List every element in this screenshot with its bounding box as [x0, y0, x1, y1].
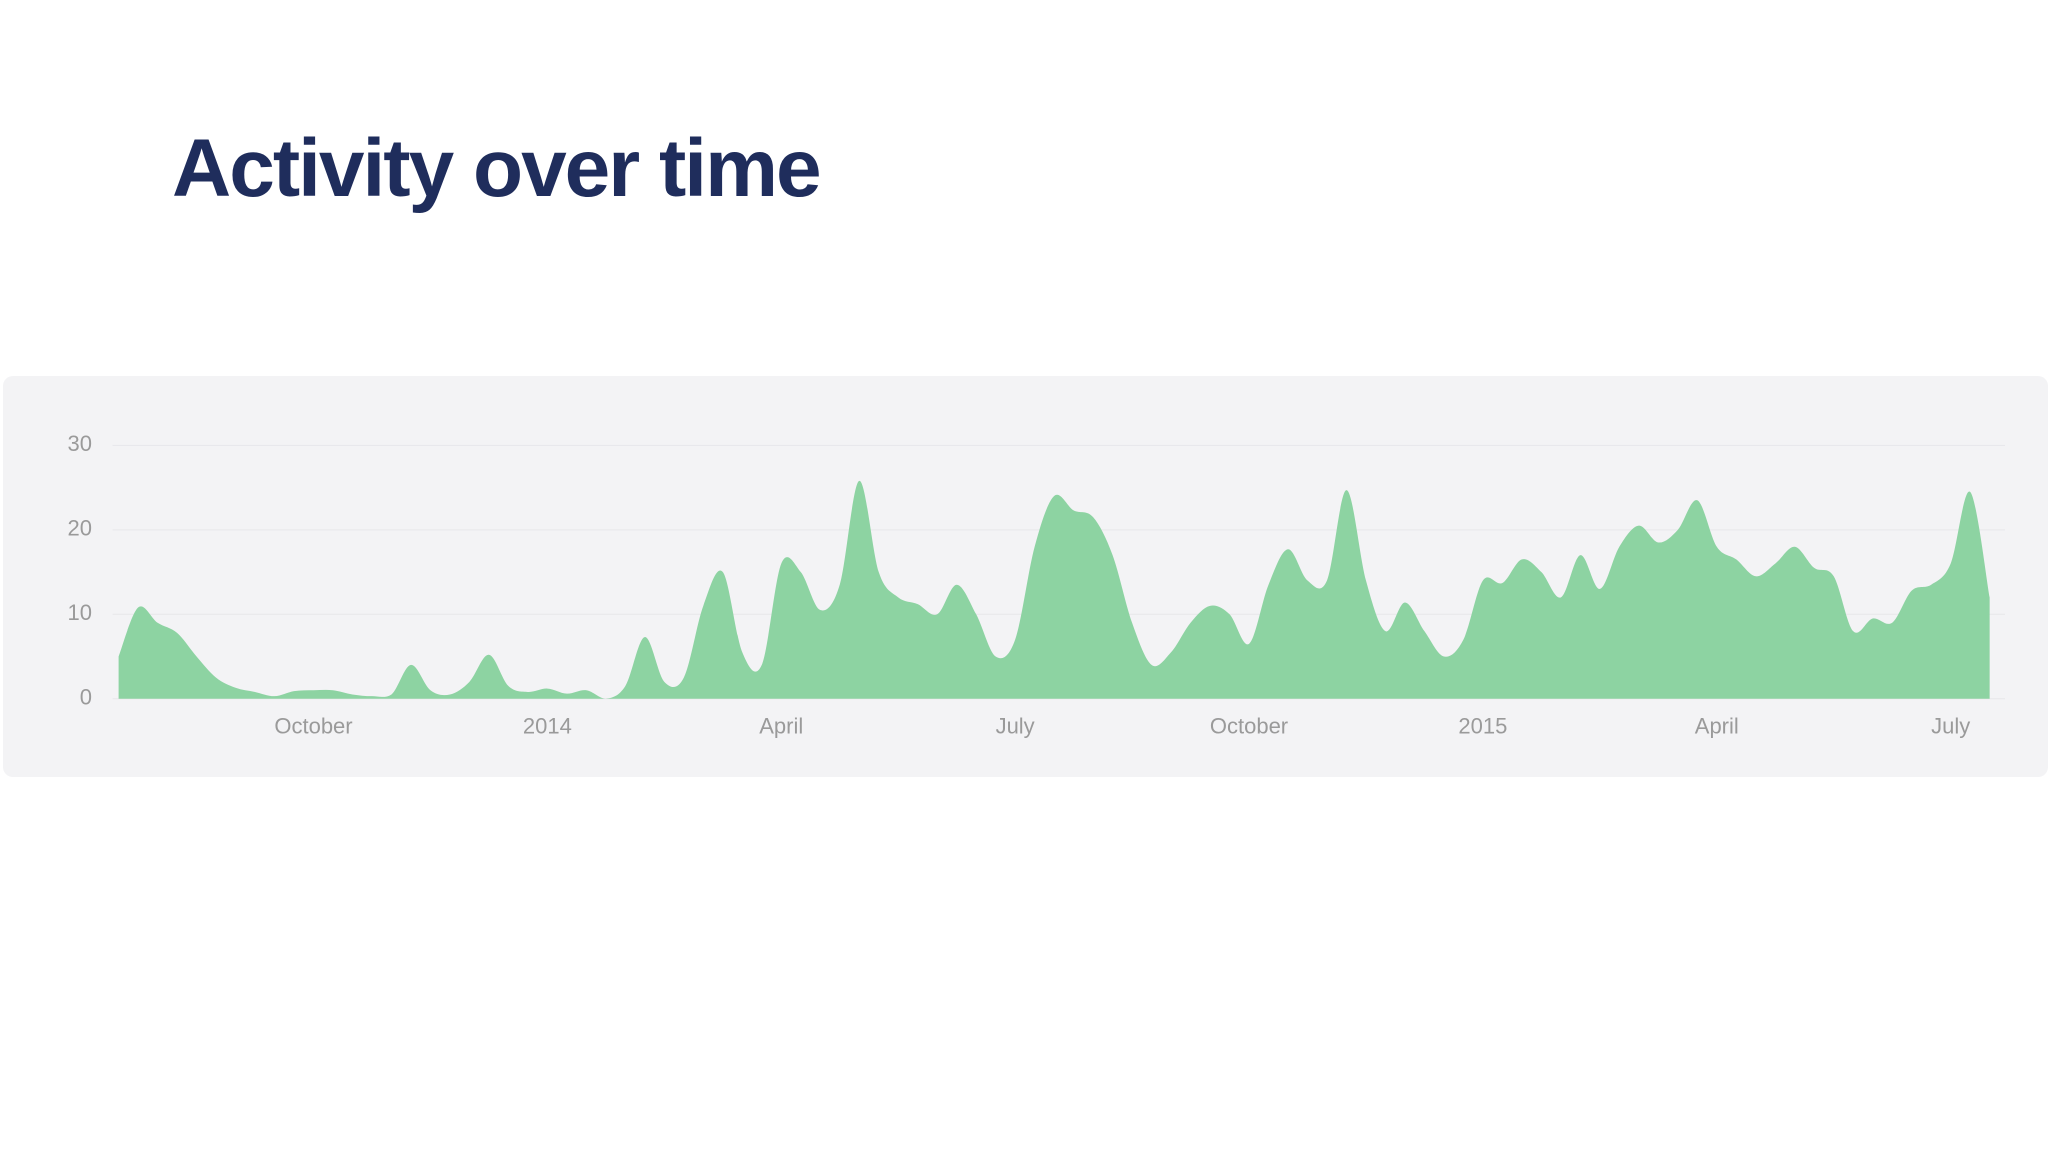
x-tick-label: October: [1210, 714, 1288, 739]
x-tick-label: July: [1931, 714, 1970, 739]
y-tick-label: 0: [80, 685, 92, 710]
x-tick-label: April: [1695, 714, 1739, 739]
x-tick-label: July: [996, 714, 1035, 739]
y-tick-label: 10: [68, 600, 92, 625]
activity-area: [118, 480, 1990, 699]
x-tick-label: April: [759, 714, 803, 739]
plot: 0 10 20 30 October 2014 April July October 2015 Ap…: [68, 431, 2005, 739]
page-title: Activity over time: [172, 123, 820, 214]
x-tick-label: 2015: [1458, 714, 1507, 739]
y-tick-label: 30: [68, 431, 92, 456]
x-tick-label: 2014: [523, 714, 572, 739]
y-tick-label: 20: [68, 516, 92, 541]
x-tick-label: October: [274, 714, 352, 739]
